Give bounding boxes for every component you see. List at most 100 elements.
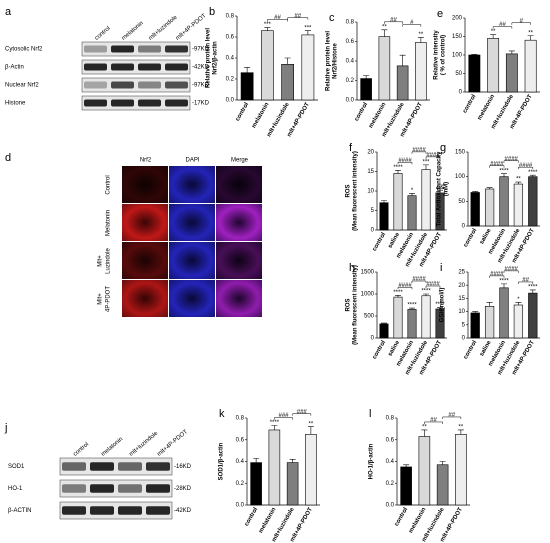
bar	[286, 462, 299, 506]
y-tick-label: 100	[452, 53, 463, 59]
lane-label: melatonin	[121, 20, 145, 41]
bar	[250, 462, 262, 506]
error-bar	[472, 191, 479, 193]
x-tick-label: control	[463, 340, 479, 361]
y-tick-label: 15	[458, 296, 465, 302]
y-tick-label: 150	[455, 150, 466, 156]
y-tick-label: 0.0	[236, 503, 245, 509]
y-tick-label: 1500	[361, 270, 375, 276]
blot-band	[138, 63, 161, 71]
bar	[484, 188, 495, 227]
significance-label: ****	[528, 170, 538, 176]
y-tick-label: 20	[367, 150, 374, 156]
bar	[499, 287, 509, 339]
error-bar	[421, 429, 428, 437]
size-label: -16KD	[174, 464, 192, 470]
y-tick-label: 0.2	[346, 78, 355, 84]
error-bar	[395, 170, 401, 174]
significance-label: ****	[499, 168, 509, 174]
significance-bracket	[425, 156, 441, 159]
error-bar	[457, 429, 464, 435]
x-tick-label: control	[394, 507, 410, 528]
panel-letter: b	[209, 6, 215, 18]
bar	[468, 54, 481, 93]
panel-letter: l	[369, 408, 371, 420]
lane-label: control	[72, 442, 90, 458]
x-tick-label: melatonin	[408, 507, 428, 535]
error-bar	[515, 181, 522, 185]
y-axis-label: (mM)	[444, 182, 450, 196]
significance-label: ***	[422, 159, 430, 165]
significance-label: &&	[436, 185, 444, 191]
significance-bracket	[287, 17, 309, 20]
error-bar	[486, 187, 493, 189]
bar	[418, 436, 431, 506]
y-tick-label: 0.6	[346, 39, 355, 45]
bar	[421, 169, 431, 231]
bar	[407, 195, 417, 231]
significance-label: ****	[270, 420, 280, 426]
error-bar	[437, 307, 443, 309]
bar	[240, 72, 254, 101]
error-bar	[253, 457, 260, 463]
significance-bracket	[397, 287, 413, 290]
micrograph	[169, 204, 215, 241]
size-label: -28KD	[174, 486, 192, 492]
y-tick-label: 0	[371, 336, 375, 342]
x-tick-label: melatonin	[251, 102, 271, 130]
blot-band	[90, 484, 114, 493]
blot-band	[111, 45, 134, 53]
y-axis-label: ( % of control)	[441, 35, 447, 75]
bar	[487, 38, 500, 93]
size-label: -97KD	[192, 47, 210, 53]
significance-label: **	[516, 177, 521, 183]
error-bar	[409, 193, 415, 196]
significance-bracket	[411, 151, 427, 154]
blot-band	[146, 484, 170, 493]
significance-label: ####	[398, 158, 412, 164]
error-bar	[271, 425, 278, 430]
error-bar	[527, 35, 534, 41]
row-label: Luzindole	[106, 247, 112, 273]
micrograph	[169, 166, 215, 203]
error-bar	[515, 302, 522, 305]
significance-bracket	[518, 281, 534, 284]
y-tick-label: 0	[459, 90, 463, 96]
significance-label: *	[517, 297, 520, 303]
bar	[470, 312, 480, 339]
blot-band	[165, 45, 188, 53]
panel-letter: a	[5, 6, 12, 18]
error-bar	[264, 27, 271, 31]
y-tick-label: 25	[458, 270, 465, 276]
y-tick-label: 0.2	[226, 77, 235, 83]
x-tick-label: saline	[479, 227, 493, 245]
bar	[513, 304, 524, 339]
micrograph	[216, 280, 262, 317]
y-axis-label: HO-1/β-actin	[369, 443, 375, 479]
significance-bracket	[425, 285, 441, 288]
error-bar	[244, 67, 251, 73]
y-tick-label: 0.8	[236, 416, 245, 422]
row-label: β-Actin	[5, 65, 24, 71]
significance-label: ##	[499, 22, 506, 28]
y-tick-label: 0.4	[386, 459, 395, 465]
y-axis-label: ROS	[346, 298, 352, 311]
error-bar	[501, 283, 507, 288]
bar	[524, 39, 537, 93]
blot-band	[118, 484, 142, 493]
significance-label: **	[528, 30, 533, 36]
blot-band	[84, 45, 107, 53]
size-label: -97KD	[192, 83, 210, 89]
x-tick-label: control	[372, 340, 388, 361]
x-tick-label: melatonin	[477, 94, 497, 122]
significance-label: ##	[390, 17, 397, 23]
y-tick-label: 0.8	[346, 20, 355, 26]
y-tick-label: 5	[371, 208, 375, 214]
bar	[407, 309, 417, 339]
micrograph	[216, 204, 262, 241]
significance-label: ***	[264, 22, 272, 28]
error-bar	[304, 30, 311, 35]
x-tick-label: control	[244, 507, 260, 528]
bar	[455, 434, 467, 506]
y-tick-label: 0.6	[386, 437, 395, 443]
